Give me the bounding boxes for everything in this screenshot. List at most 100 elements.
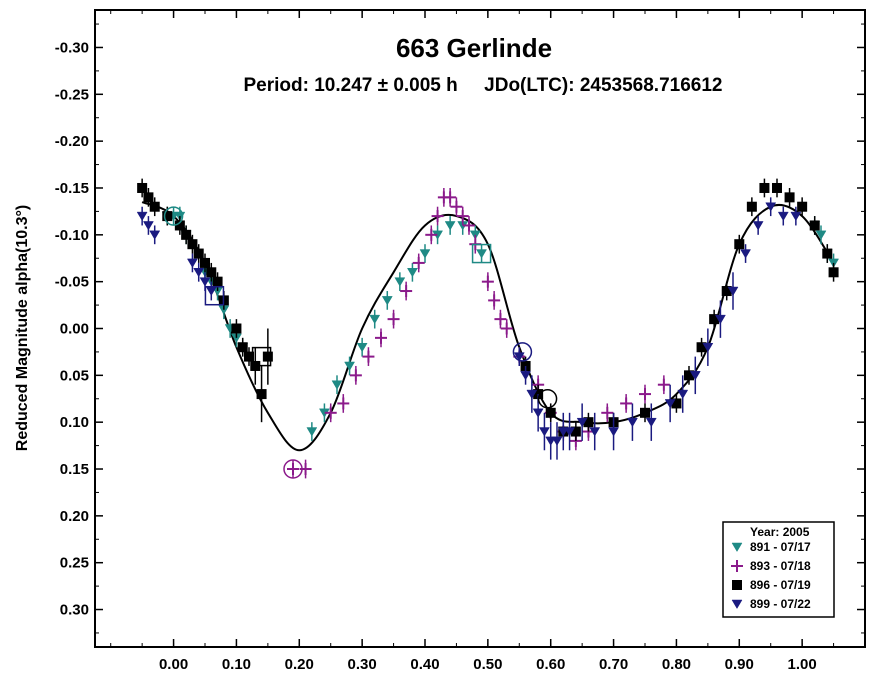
- x-tick-label: 0.90: [725, 656, 754, 673]
- data-point: [765, 202, 777, 212]
- highlight-circle: [512, 342, 533, 362]
- data-point: [149, 230, 161, 240]
- data-point: [137, 182, 148, 193]
- legend-marker: [731, 599, 743, 609]
- data-point: [419, 249, 431, 259]
- data-point: [143, 192, 154, 203]
- x-tick-label: 0.00: [159, 656, 188, 673]
- data-point: [702, 342, 714, 353]
- data-point: [231, 323, 242, 334]
- data-point: [772, 182, 782, 193]
- data-point: [714, 314, 726, 325]
- data-point: [256, 389, 267, 400]
- data-point: [551, 436, 563, 446]
- x-tick-label: 0.80: [662, 656, 691, 673]
- data-point: [576, 417, 588, 428]
- data-point: [136, 211, 148, 222]
- data-point: [532, 408, 544, 418]
- data-point: [645, 417, 657, 428]
- data-point: [815, 230, 827, 240]
- data-point: [746, 201, 757, 212]
- data-point: [463, 219, 475, 232]
- y-tick-label: 0.05: [60, 367, 89, 384]
- data-point: [431, 210, 444, 223]
- data-point: [822, 248, 833, 259]
- data-point: [752, 221, 764, 231]
- data-point: [570, 426, 581, 437]
- data-point: [538, 427, 550, 437]
- data-point: [657, 378, 670, 391]
- data-point: [790, 211, 802, 222]
- data-point: [608, 427, 620, 437]
- data-point: [244, 351, 254, 362]
- y-tick-label: -0.05: [55, 274, 89, 291]
- data-point: [193, 248, 204, 259]
- data-point: [488, 294, 501, 307]
- data-point: [425, 228, 438, 241]
- legend: Year: 2005 891 - 07/17 893 - 07/18 896 - 0…: [722, 521, 835, 618]
- data-point: [337, 397, 350, 410]
- data-point: [734, 239, 745, 250]
- highlight-square: [251, 346, 272, 367]
- data-point: [450, 200, 463, 213]
- data-point: [369, 314, 381, 325]
- x-tick-label: 0.70: [599, 656, 628, 673]
- x-tick-label: 0.20: [285, 656, 314, 673]
- data-point: [199, 277, 211, 287]
- data-point: [709, 314, 720, 325]
- data-point: [444, 221, 456, 231]
- y-tick-label: -0.30: [55, 39, 89, 56]
- y-tick-label: 0.10: [60, 414, 89, 431]
- chart-subtitle: Period: 10.247 ± 0.005 h JDo(LTC): 24535…: [244, 75, 723, 96]
- data-point: [481, 275, 494, 288]
- data-point: [684, 370, 694, 381]
- x-tick-label: 0.10: [222, 656, 251, 673]
- data-point: [476, 249, 488, 259]
- legend-marker: [731, 542, 743, 552]
- data-point: [677, 389, 689, 400]
- data-point: [394, 277, 406, 287]
- data-point: [583, 417, 594, 428]
- data-point: [181, 229, 192, 240]
- data-point: [331, 380, 343, 390]
- highlight-markers: [163, 206, 558, 479]
- y-axis-label: Reduced Magnitude alpha(10.3°): [14, 205, 31, 451]
- data-point: [349, 369, 362, 382]
- data-point: [777, 211, 789, 222]
- highlight-circle: [537, 389, 558, 409]
- data-point: [526, 389, 538, 400]
- highlight-circle: [283, 459, 303, 479]
- legend-entry-label: 893 - 07/18: [750, 559, 811, 573]
- data-point: [193, 268, 205, 278]
- data-point: [187, 239, 198, 250]
- data-point: [444, 191, 457, 204]
- data-point: [513, 352, 525, 362]
- data-point: [212, 276, 223, 287]
- y-tick-label: 0.30: [60, 602, 89, 619]
- data-point: [412, 256, 425, 269]
- data-point: [500, 322, 513, 335]
- data-point: [162, 211, 173, 222]
- y-tick-label: 0.15: [60, 461, 89, 478]
- data-point: [759, 182, 770, 193]
- data-point: [640, 407, 650, 418]
- legend-entry-label: 899 - 07/22: [750, 597, 811, 611]
- data-point: [344, 361, 356, 371]
- x-tick-label: 0.40: [410, 656, 439, 673]
- highlight-square: [204, 285, 225, 306]
- data-point: [494, 313, 507, 326]
- legend-entries: 891 - 07/17 893 - 07/18 896 - 07/19 899 - 0…: [731, 540, 811, 611]
- data-point: [639, 388, 651, 401]
- data-point: [381, 296, 393, 306]
- y-tick-label: 0.20: [60, 508, 89, 525]
- x-tick-label: 1.00: [788, 656, 817, 673]
- axes: 0.00 0.10 0.20 0.30 0.40 0.50 0.60 0.70 0.80 0.90…: [55, 10, 865, 673]
- data-point: [262, 351, 273, 362]
- data-point: [186, 258, 198, 268]
- data-point: [671, 398, 682, 409]
- data-point: [406, 268, 418, 278]
- data-point: [721, 286, 732, 297]
- data-point: [387, 313, 400, 326]
- data-point: [356, 342, 368, 353]
- legend-entry-label: 896 - 07/19: [750, 578, 811, 592]
